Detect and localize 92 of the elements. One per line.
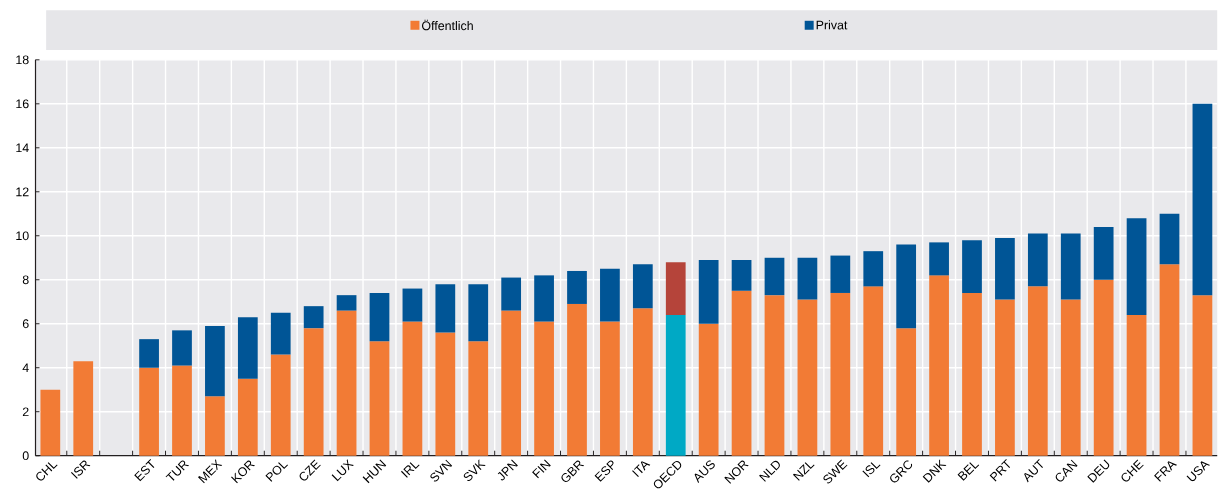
- x-tick-label: ISL: [862, 462, 881, 478]
- bar: [73, 361, 94, 456]
- bar: [797, 257, 818, 300]
- bar: [205, 396, 225, 456]
- bar: [172, 365, 192, 456]
- bar: [303, 328, 324, 456]
- bar: [1060, 233, 1081, 300]
- bar: [336, 295, 357, 311]
- bar: [896, 328, 917, 456]
- bar: [534, 321, 554, 456]
- bar: [468, 341, 489, 456]
- bar: [1093, 279, 1114, 456]
- x-tick-label: USA: [1186, 461, 1210, 482]
- bar: [270, 354, 291, 456]
- bar: [1159, 264, 1180, 456]
- bar: [1027, 233, 1048, 287]
- x-tick-label: POL: [265, 462, 288, 482]
- bar: [665, 315, 686, 456]
- bar: [139, 367, 159, 456]
- bar: [205, 326, 225, 397]
- bar: [1192, 104, 1213, 296]
- x-tick-label: NZL: [792, 462, 815, 481]
- y-tick-label: 6: [22, 319, 29, 329]
- y-tick-label: 14: [16, 143, 29, 153]
- bar: [1126, 315, 1147, 456]
- bar: [1126, 218, 1147, 316]
- bar: [929, 242, 949, 276]
- y-tick-label: 8: [22, 275, 29, 285]
- y-tick-label: 16: [16, 99, 29, 109]
- bar: [534, 275, 554, 322]
- bar: [369, 341, 390, 456]
- bar: [995, 299, 1015, 456]
- bar: [1192, 295, 1213, 456]
- bar: [402, 321, 423, 456]
- bar: [929, 275, 949, 456]
- bar: [896, 244, 917, 329]
- y-tick-label: 18: [16, 55, 29, 65]
- bar: [632, 264, 653, 309]
- bar: [731, 290, 752, 456]
- bar: [501, 310, 522, 456]
- x-tick-label: CHL: [36, 462, 58, 481]
- bar: [567, 271, 587, 305]
- bar: [435, 332, 456, 456]
- x-tick-label: BEL: [957, 462, 980, 481]
- bar: [40, 389, 61, 456]
- legend-label: Privat: [816, 20, 848, 30]
- y-tick-label: 4: [22, 363, 29, 373]
- bar: [270, 312, 291, 355]
- bar: [567, 304, 587, 456]
- bar: [1060, 299, 1081, 456]
- x-tick-label: ISR: [70, 460, 91, 479]
- bar: [139, 339, 159, 368]
- bar: [600, 268, 620, 322]
- y-tick-label: 2: [22, 407, 29, 417]
- bar: [501, 277, 522, 311]
- legend-label: Öffentlich: [422, 19, 473, 31]
- bar: [435, 284, 456, 333]
- bar: [1027, 286, 1048, 456]
- x-tick-label: FIN: [532, 459, 551, 479]
- bar: [303, 306, 324, 329]
- bar: [962, 240, 982, 294]
- bar: [468, 284, 489, 342]
- bar: [1093, 227, 1114, 280]
- bar: [863, 251, 884, 287]
- x-tick-label: TUR: [165, 460, 190, 481]
- bar: [600, 321, 620, 456]
- bar: [665, 262, 686, 316]
- bar: [962, 293, 982, 456]
- bar: [172, 330, 192, 366]
- bar: [1159, 213, 1180, 265]
- y-tick-label: 10: [16, 231, 29, 241]
- bar: [830, 255, 851, 294]
- bar: [369, 293, 390, 342]
- bar: [995, 238, 1015, 300]
- bar: [731, 260, 752, 291]
- bar: [764, 295, 785, 456]
- bar: [402, 288, 423, 322]
- bar: [764, 257, 785, 296]
- x-tick-label: FRA: [1154, 461, 1177, 482]
- bar: [336, 310, 357, 456]
- bar: [830, 293, 851, 456]
- bar: [698, 323, 719, 456]
- bar: [698, 260, 719, 324]
- x-tick-label: ITA: [632, 461, 651, 478]
- x-tick-label: IRL: [400, 462, 420, 478]
- bar: [237, 317, 258, 379]
- y-tick-label: 12: [16, 187, 29, 197]
- bar: [797, 299, 818, 456]
- y-tick-label: 0: [22, 451, 29, 461]
- bar: [237, 378, 258, 456]
- bar: [632, 308, 653, 456]
- bar: [863, 286, 884, 456]
